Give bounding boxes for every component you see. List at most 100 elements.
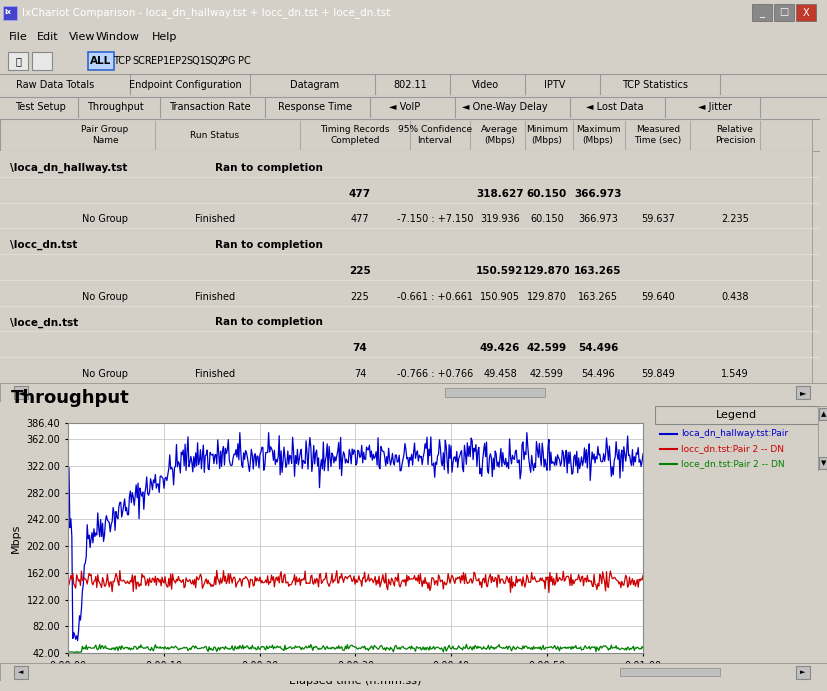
Text: 74: 74 [352,343,367,353]
Text: 59.640: 59.640 [640,292,674,302]
Bar [3,6,17,20]
Text: Minimum
(Mbps): Minimum (Mbps) [525,125,567,145]
Bar [8,52,28,70]
Text: loce_dn.tst:Pair 2 -- DN: loce_dn.tst:Pair 2 -- DN [680,460,784,468]
Text: Ran to completion: Ran to completion [215,240,323,250]
Text: ►: ► [799,388,805,397]
Text: Pair Group
Name: Pair Group Name [81,125,128,145]
Text: 42.599: 42.599 [529,369,563,379]
Bar [818,408,827,420]
Text: 150.905: 150.905 [480,292,519,302]
Text: 0.438: 0.438 [720,292,748,302]
Text: locc_dn.tst:Pair 2 -- DN: locc_dn.tst:Pair 2 -- DN [680,444,783,453]
Text: Finished: Finished [194,214,235,225]
Text: 366.973: 366.973 [574,189,621,198]
Text: Transaction Rate: Transaction Rate [169,102,251,113]
Text: Response Time: Response Time [278,102,351,113]
Text: 60.150: 60.150 [529,214,563,225]
Text: 802.11: 802.11 [393,79,427,90]
Text: EP2: EP2 [169,56,187,66]
Text: Edit: Edit [37,32,59,41]
Text: Average
(Mbps): Average (Mbps) [480,125,518,145]
Text: TCP Statistics: TCP Statistics [621,79,687,90]
Text: 319.936: 319.936 [480,214,519,225]
Bar [14,386,28,399]
Bar [619,668,719,676]
Bar [773,4,793,21]
Text: Video: Video [471,79,498,90]
Text: Relative
Precision: Relative Precision [714,125,754,145]
Text: Finished: Finished [194,292,235,302]
Bar [795,666,809,679]
Text: Run Status: Run Status [190,131,239,140]
Text: 60.150: 60.150 [526,189,566,198]
Text: 366.973: 366.973 [577,214,617,225]
Text: ◄ One-Way Delay: ◄ One-Way Delay [461,102,547,113]
Text: SQ2: SQ2 [203,56,224,66]
Text: 129.870: 129.870 [526,292,566,302]
Text: 49.426: 49.426 [479,343,519,353]
Bar [88,52,114,70]
Text: Test Setup: Test Setup [15,102,65,113]
Text: loca_dn_hallway.tst:Pair: loca_dn_hallway.tst:Pair [680,430,787,439]
Text: 💾: 💾 [15,56,21,66]
Text: File: File [8,32,27,41]
Text: Help: Help [152,32,178,41]
Text: 59.849: 59.849 [640,369,674,379]
Text: 150.592: 150.592 [476,266,523,276]
Text: □: □ [778,8,787,17]
Text: 59.637: 59.637 [640,214,674,225]
Text: PG: PG [222,56,236,66]
Text: TCP: TCP [112,56,131,66]
Text: Measured
Time (sec): Measured Time (sec) [633,125,681,145]
Bar [811,119,819,151]
Text: SQ1: SQ1 [186,56,206,66]
Text: Throughput: Throughput [87,102,143,113]
Text: -0.766 : +0.766: -0.766 : +0.766 [396,369,472,379]
Text: 49.458: 49.458 [482,369,516,379]
Text: -7.150 : +7.150: -7.150 : +7.150 [396,214,473,225]
Text: No Group: No Group [82,369,128,379]
Text: ►: ► [800,670,805,676]
Text: No Group: No Group [82,214,128,225]
Text: 477: 477 [351,214,369,225]
Text: 225: 225 [350,292,369,302]
Bar [14,666,28,679]
Text: 1.549: 1.549 [720,369,748,379]
Text: PC: PC [237,56,250,66]
Text: 318.627: 318.627 [476,189,523,198]
Text: 95% Confidence
Interval: 95% Confidence Interval [398,125,471,145]
Text: Ix: Ix [4,10,11,15]
Bar [811,151,819,383]
Bar [654,406,817,424]
Text: EP1: EP1 [151,56,169,66]
Text: ◄ Jitter: ◄ Jitter [697,102,731,113]
Text: Maximum
(Mbps): Maximum (Mbps) [575,125,619,145]
Text: \locc_dn.tst: \locc_dn.tst [10,240,77,250]
Text: Timing Records
Completed: Timing Records Completed [320,125,390,145]
Bar [795,4,815,21]
Text: 163.265: 163.265 [577,292,617,302]
Text: 74: 74 [353,369,366,379]
Text: ◄ Lost Data: ◄ Lost Data [586,102,643,113]
Text: Legend: Legend [715,410,756,420]
Text: Raw Data Totals: Raw Data Totals [16,79,94,90]
Text: Ran to completion: Ran to completion [215,317,323,328]
Text: 477: 477 [348,189,370,198]
Text: IPTV: IPTV [543,79,565,90]
Text: Window: Window [96,32,140,41]
Text: Datagram: Datagram [290,79,339,90]
Y-axis label: Mbps: Mbps [11,523,21,553]
Bar [444,388,544,397]
Bar [32,52,52,70]
Text: SCR: SCR [132,56,151,66]
Bar [818,457,827,469]
Text: ◄: ◄ [17,388,24,397]
Text: ALL: ALL [90,56,112,66]
Text: IxChariot Comparison - loca_dn_hallway.tst + locc_dn.tst + loce_dn.tst: IxChariot Comparison - loca_dn_hallway.t… [22,7,390,18]
Text: ◄: ◄ [18,670,24,676]
Text: -0.661 : +0.661: -0.661 : +0.661 [396,292,472,302]
Text: \loce_dn.tst: \loce_dn.tst [10,317,79,328]
Bar [751,4,771,21]
Text: View: View [69,32,95,41]
